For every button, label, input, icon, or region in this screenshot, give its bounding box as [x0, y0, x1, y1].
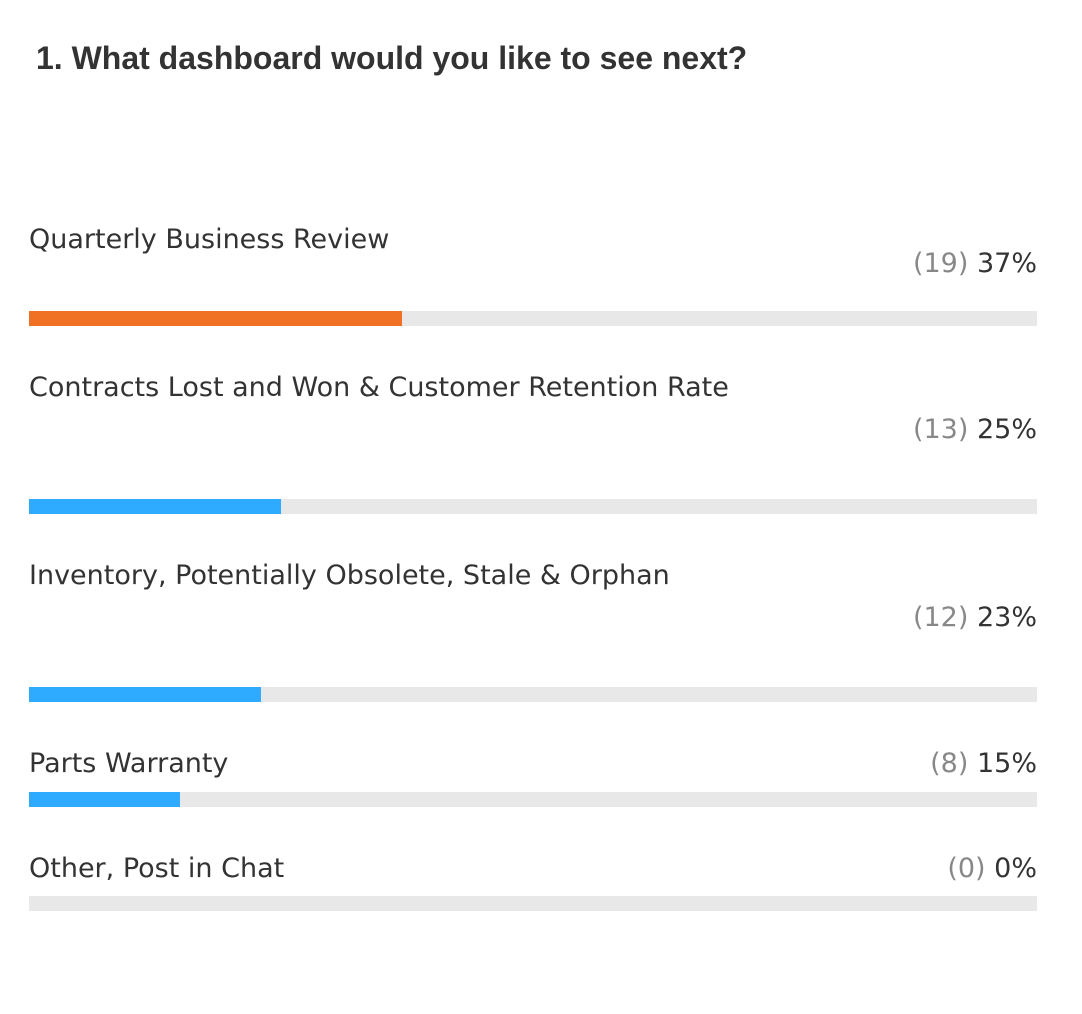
option-stats: (0) 0%: [947, 853, 1037, 885]
option-label: Quarterly Business Review: [29, 224, 390, 255]
option-percent: 0%: [994, 853, 1037, 884]
option-bar-fill: [29, 311, 402, 326]
option-label: Inventory, Potentially Obsolete, Stale &…: [29, 560, 670, 591]
option-percent: 37%: [976, 248, 1037, 279]
option-bar-fill: [29, 687, 261, 702]
poll-question-title: 1. What dashboard would you like to see …: [36, 40, 748, 76]
option-bar-fill: [29, 792, 181, 807]
option-label: Contracts Lost and Won & Customer Retent…: [29, 372, 729, 403]
option-vote-count: (8): [930, 748, 969, 779]
option-bar-track: [29, 896, 1037, 911]
option-vote-count: (19): [912, 248, 969, 279]
option-percent: 15%: [976, 748, 1037, 779]
option-stats: (8) 15%: [930, 748, 1037, 780]
option-bar-fill: [29, 499, 281, 514]
option-vote-count: (12): [912, 602, 969, 633]
option-vote-count: (13): [912, 414, 969, 445]
option-bar-track: [29, 499, 1037, 514]
option-bar-track: [29, 792, 1037, 807]
option-stats: (12) 23%: [913, 602, 1037, 634]
option-label: Parts Warranty: [29, 748, 229, 779]
option-percent: 25%: [976, 414, 1037, 445]
option-vote-count: (0): [947, 853, 986, 884]
option-stats: (19) 37%: [913, 248, 1037, 280]
option-stats: (13) 25%: [913, 414, 1037, 446]
option-label: Other, Post in Chat: [29, 853, 285, 884]
option-percent: 23%: [976, 602, 1037, 633]
option-bar-track: [29, 687, 1037, 702]
option-bar-track: [29, 311, 1037, 326]
